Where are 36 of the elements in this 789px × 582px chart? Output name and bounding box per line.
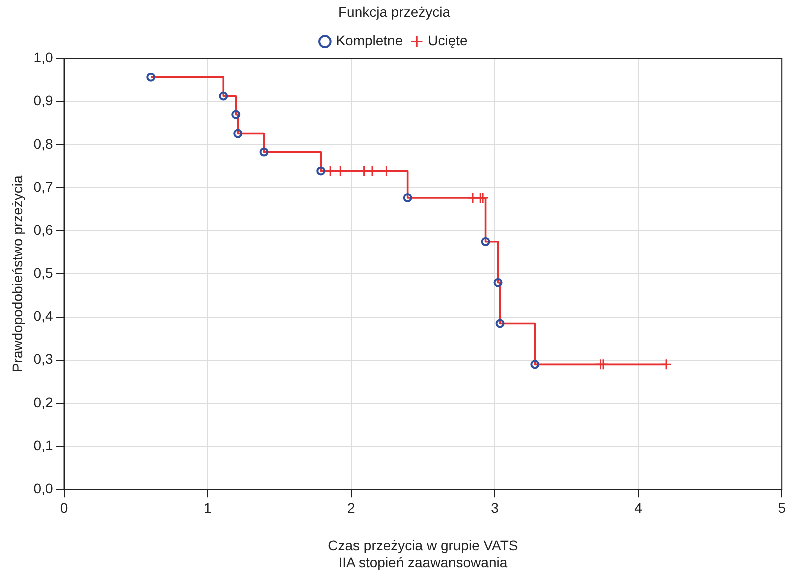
- x-tick-label: 1: [204, 500, 212, 516]
- point: [234, 129, 243, 138]
- y-tick-label: 0,6: [34, 222, 54, 238]
- legend-label: Kompletne: [336, 32, 404, 49]
- point: [660, 358, 672, 370]
- y-axis-title: Prawdopodobieństwo przeżycia: [9, 176, 26, 373]
- point: [496, 319, 505, 328]
- point: [477, 192, 489, 204]
- x-tick-label: 3: [491, 500, 500, 516]
- point: [146, 72, 156, 82]
- y-tick-label: 0,4: [34, 308, 54, 324]
- x-tick-label: 2: [348, 500, 356, 516]
- point: [481, 237, 490, 246]
- legend-title: Funkcja przeżycia: [338, 4, 451, 20]
- x-axis-title: Czas przeżycia w grupie VATS IIA stopień zaawansowania: [328, 538, 518, 570]
- x-tick-label: 0: [60, 500, 68, 516]
- x-tick-label: 5: [778, 500, 786, 516]
- y-tick-label: 0,8: [34, 136, 54, 152]
- y-tick-label: 0,5: [34, 265, 54, 282]
- legend-label: Ucięte: [428, 32, 468, 49]
- point: [232, 110, 241, 120]
- y-tick-label: 0,3: [34, 351, 54, 368]
- point: [219, 92, 228, 101]
- point: [598, 358, 610, 370]
- y-tick-label: 0,0: [34, 480, 54, 496]
- y-tick-label: 1,0: [34, 50, 54, 66]
- y-tick-label: 0,9: [34, 92, 54, 109]
- point: [403, 193, 412, 202]
- y-tick-label: 0,1: [34, 437, 54, 454]
- point: [316, 166, 326, 176]
- point: [260, 148, 269, 157]
- point: [494, 278, 503, 288]
- y-tick-label: 0,7: [34, 178, 54, 195]
- y-tick-label: 0,2: [34, 394, 54, 410]
- x-tick-label: 4: [634, 500, 643, 516]
- point: [530, 360, 540, 370]
